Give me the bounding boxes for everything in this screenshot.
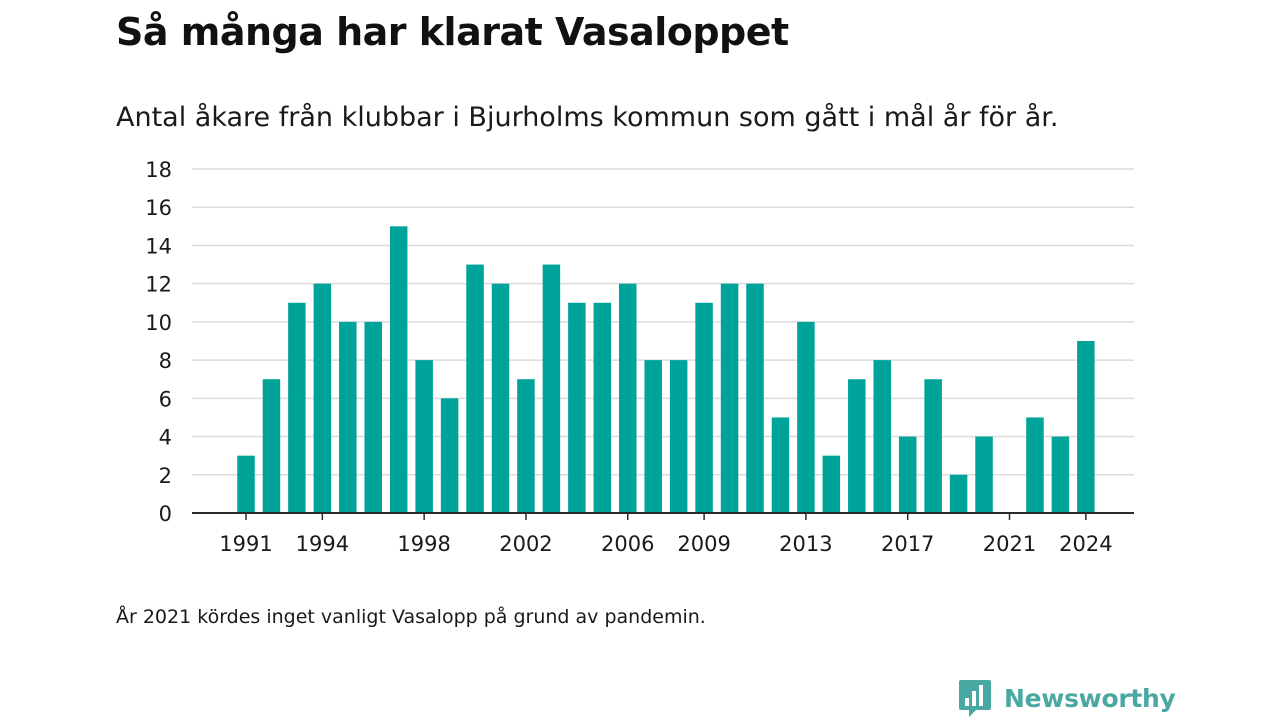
x-tick-label: 2017 [881,532,934,556]
bar-1997 [389,226,408,514]
x-tick-label: 1994 [296,532,349,556]
x-tick-label: 2021 [983,532,1036,556]
y-tick-label: 10 [145,311,172,335]
axes: 0 2 4 6 8 10 12 14 16 18 1991 1994 1998 2002 2006 2009 2… [145,158,1134,556]
bar-1991 [237,455,255,513]
y-tick-label: 6 [159,387,172,411]
x-tick-label: 2013 [779,532,832,556]
y-tick-label: 16 [145,196,172,220]
bar-1994 [313,283,332,513]
bar-2022 [1026,417,1044,513]
bar-2011 [746,283,764,513]
bar-2010 [720,283,739,513]
bar-2012 [771,417,790,513]
bar-2013 [797,321,815,513]
y-tick-label: 12 [145,273,172,297]
bar-1995 [339,321,357,513]
bars [237,226,1095,514]
bar-2007 [644,360,662,513]
bar-2015 [848,379,866,513]
y-tick-label: 0 [159,502,172,526]
y-tick-label: 8 [159,349,172,373]
bar-1993 [288,302,306,513]
y-tick-label: 18 [145,158,172,182]
y-tick-label: 4 [159,426,172,450]
bar-1999 [440,398,459,513]
bar-2001 [491,283,510,513]
bar-1992 [262,379,281,513]
bar-2014 [822,455,841,513]
x-tick-label: 1991 [219,532,272,556]
y-tick-label: 14 [145,234,172,258]
bar-2020 [975,436,993,513]
bar-2024 [1077,341,1095,513]
x-tick-label: 2009 [677,532,730,556]
bar-2023 [1051,436,1070,513]
bar-2017 [898,436,917,513]
chart-title: Så många har klarat Vasaloppet [116,10,789,54]
brand-name: Newsworthy [1004,683,1176,713]
bar-1996 [364,321,382,513]
x-tick-label: 2002 [499,532,552,556]
bar-2003 [542,264,561,513]
chart-subtitle: Antal åkare från klubbar i Bjurholms kom… [116,102,1059,133]
x-tick-label: 2006 [601,532,654,556]
bar-2006 [619,283,637,513]
footnote: År 2021 kördes inget vanligt Vasalopp på… [116,606,706,628]
bar-2009 [695,302,713,513]
bar-2000 [466,264,484,513]
brand: Newsworthy [958,678,1176,718]
bar-2019 [949,474,968,513]
bar-2018 [924,379,942,513]
gridlines [192,168,1134,476]
bar-2016 [873,360,891,513]
bar-2008 [669,360,688,513]
bar-2005 [593,302,612,513]
x-tick-label: 2024 [1059,532,1112,556]
bar-1998 [415,360,433,513]
newsworthy-logo-icon [959,680,991,717]
x-tick-label: 1998 [397,532,450,556]
bar-chart: 0 2 4 6 8 10 12 14 16 18 1991 1994 1998 2002 2006 2009 2… [145,158,1134,556]
bar-2002 [517,379,535,513]
y-tick-label: 2 [159,464,172,488]
bar-2004 [568,302,586,513]
